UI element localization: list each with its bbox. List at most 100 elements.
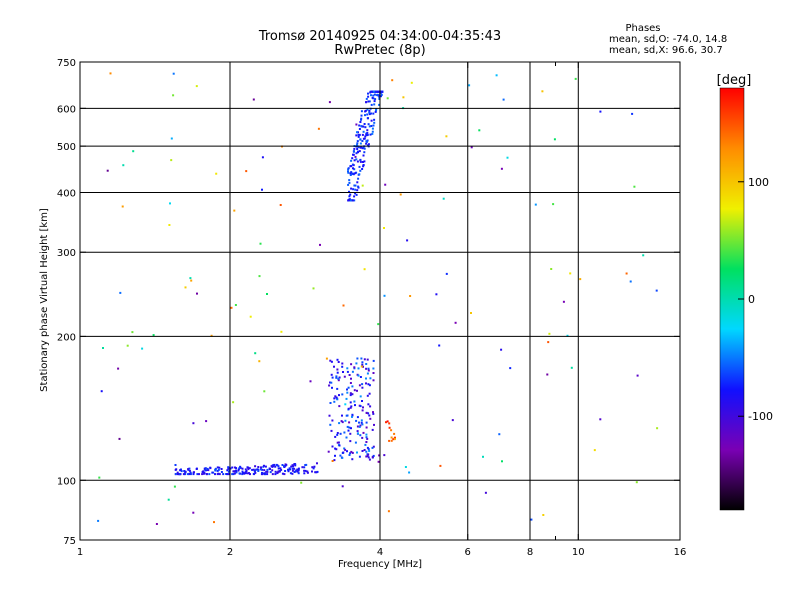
data-point	[355, 158, 358, 161]
data-point	[368, 100, 371, 103]
data-point	[329, 381, 331, 384]
data-point	[331, 460, 334, 462]
data-point	[319, 243, 321, 246]
data-point	[358, 133, 361, 136]
data-point	[360, 117, 363, 120]
data-point	[348, 181, 351, 184]
data-point	[366, 108, 369, 111]
data-point	[363, 147, 366, 150]
data-point	[213, 521, 215, 524]
data-point	[478, 129, 481, 132]
data-point	[346, 425, 349, 428]
data-point	[364, 114, 366, 117]
data-point	[325, 357, 328, 360]
data-point	[357, 151, 359, 154]
data-point	[357, 146, 360, 149]
data-point	[184, 470, 187, 473]
data-point	[177, 473, 180, 476]
data-point	[188, 467, 191, 470]
data-point	[390, 439, 393, 442]
data-point	[394, 436, 396, 439]
data-point	[337, 379, 340, 382]
data-point	[283, 473, 286, 476]
data-point	[233, 209, 236, 212]
data-point	[365, 450, 368, 453]
data-point	[372, 372, 375, 374]
x-tick-label: 10	[572, 547, 585, 558]
data-point	[360, 110, 363, 113]
data-point	[263, 390, 266, 393]
data-point	[534, 203, 537, 206]
data-point	[349, 174, 352, 176]
data-point	[222, 473, 225, 476]
data-point	[141, 347, 144, 350]
data-point	[314, 471, 317, 474]
data-point	[337, 441, 340, 444]
data-point	[365, 433, 368, 436]
data-point	[356, 144, 358, 147]
data-point	[367, 448, 370, 451]
data-point	[315, 471, 318, 474]
data-point	[354, 404, 356, 407]
data-point	[232, 473, 235, 476]
data-point	[368, 414, 371, 417]
data-point	[367, 100, 370, 103]
data-point	[372, 359, 375, 362]
data-point	[360, 357, 363, 360]
data-point	[356, 451, 358, 454]
data-point	[371, 127, 374, 130]
data-point	[360, 421, 363, 424]
data-point	[345, 436, 348, 439]
data-point	[356, 142, 359, 145]
data-point	[189, 473, 192, 476]
data-point	[361, 184, 364, 187]
data-point	[365, 367, 368, 370]
data-point	[439, 464, 442, 467]
data-point	[368, 384, 371, 387]
data-point	[273, 463, 276, 466]
data-point	[362, 130, 365, 133]
data-point	[346, 370, 349, 373]
data-point	[246, 472, 249, 475]
data-point	[347, 183, 350, 186]
data-point	[254, 352, 257, 355]
data-point	[353, 199, 356, 202]
data-point	[361, 140, 364, 142]
data-point	[380, 93, 383, 96]
data-point	[541, 90, 544, 93]
data-point	[550, 268, 553, 270]
data-point	[445, 272, 448, 275]
data-point	[350, 187, 353, 190]
data-point	[352, 153, 355, 156]
data-point	[230, 306, 233, 309]
data-point	[368, 125, 371, 128]
data-point	[268, 468, 271, 470]
data-point	[155, 523, 158, 525]
data-point	[387, 510, 390, 513]
data-point	[279, 467, 282, 470]
data-point	[378, 96, 381, 99]
data-point	[281, 464, 284, 466]
data-point	[235, 470, 237, 473]
data-point	[180, 470, 183, 473]
data-point	[366, 113, 369, 116]
data-point	[187, 468, 190, 471]
data-point	[279, 204, 282, 206]
data-point	[345, 414, 348, 417]
data-point	[546, 373, 549, 376]
data-point	[126, 344, 129, 347]
data-point	[336, 387, 339, 390]
data-point	[366, 372, 369, 375]
data-point	[369, 417, 372, 420]
data-point	[220, 468, 223, 470]
data-point	[380, 95, 382, 98]
data-point	[361, 383, 364, 386]
data-point	[342, 371, 344, 373]
data-point	[293, 467, 296, 470]
data-point	[369, 133, 372, 136]
colorbar-label: [deg]	[717, 73, 752, 88]
data-point	[293, 463, 296, 465]
data-point	[347, 170, 349, 173]
data-point	[333, 365, 335, 368]
data-point	[354, 192, 357, 195]
